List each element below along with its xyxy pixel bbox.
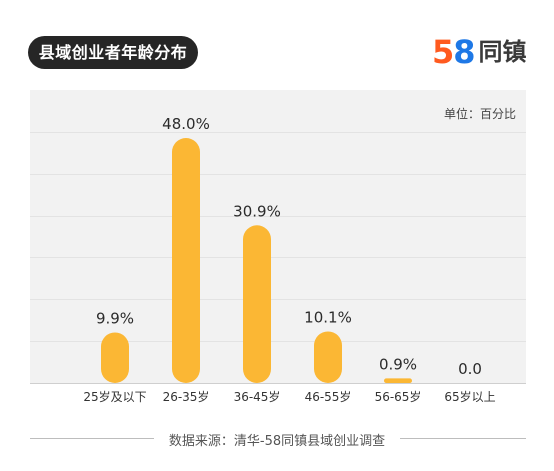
- brand-logo: 5 8 同镇: [432, 34, 527, 70]
- bar: [314, 331, 342, 383]
- unit-note: 单位：百分比: [443, 107, 516, 121]
- x-tick-label: 25岁及以下: [83, 389, 146, 404]
- data-label: 30.9%: [233, 202, 281, 220]
- x-tick-label: 56-65岁: [375, 389, 422, 404]
- source-divider-left: [30, 438, 154, 439]
- data-label: 9.9%: [96, 309, 134, 327]
- logo-text: 同镇: [478, 38, 527, 66]
- logo-digit-five: 5: [432, 33, 455, 71]
- data-label: 0.0: [458, 360, 482, 378]
- logo-digit-eight: 8: [453, 33, 476, 71]
- data-label: 0.9%: [379, 355, 417, 373]
- x-tick-label: 26-35岁: [163, 389, 210, 404]
- bar: [384, 378, 412, 383]
- data-label: 10.1%: [304, 308, 352, 326]
- x-tick-label: 36-45岁: [234, 389, 281, 404]
- bar: [101, 332, 129, 383]
- bar: [243, 225, 271, 383]
- source-divider-right: [400, 438, 526, 439]
- data-label: 48.0%: [162, 115, 210, 133]
- chart-title: 县域创业者年龄分布: [28, 36, 198, 69]
- x-tick-label: 46-55岁: [305, 389, 352, 404]
- bar: [172, 138, 200, 383]
- x-tick-label: 65岁以上: [444, 389, 495, 404]
- source-note: 数据来源：清华-58同镇县域创业调查: [168, 434, 386, 449]
